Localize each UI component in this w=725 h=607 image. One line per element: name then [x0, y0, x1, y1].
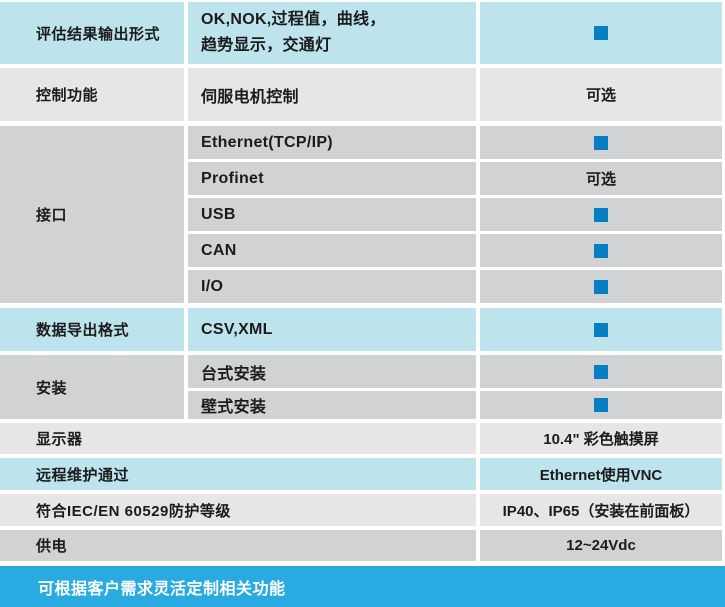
included-indicator-icon	[594, 135, 608, 150]
row-sub-label: 壁式安装	[188, 391, 476, 419]
spec-row-power: 供电 12~24Vdc	[0, 530, 722, 561]
row-value	[480, 391, 722, 419]
interface-row-profinet: Profinet 可选	[188, 162, 722, 195]
eval-output-line1: OK,NOK,过程值，曲线，	[201, 11, 386, 28]
row-value	[480, 198, 722, 231]
row-value: Ethernet使用VNC	[480, 458, 722, 490]
row-sub-label: CSV,XML	[188, 308, 476, 351]
included-indicator-icon	[594, 322, 608, 337]
included-indicator-icon	[594, 279, 608, 294]
interface-row-usb: USB	[188, 198, 722, 231]
interface-row-can: CAN	[188, 234, 722, 267]
row-label: 评估结果输出形式	[0, 2, 184, 64]
included-indicator-icon	[594, 26, 608, 40]
interface-row-io: I/O	[188, 270, 722, 303]
row-value: 可选	[480, 68, 722, 121]
row-value	[480, 308, 722, 351]
install-row-wall: 壁式安装	[188, 391, 722, 419]
eval-output-line2: 趋势显示，交通灯	[201, 37, 332, 54]
row-value: 10.4" 彩色触摸屏	[480, 423, 722, 454]
included-indicator-icon	[594, 243, 608, 258]
install-row-desktop: 台式安装	[188, 355, 722, 388]
row-value: 12~24Vdc	[480, 530, 722, 561]
spec-row-display: 显示器 10.4" 彩色触摸屏	[0, 423, 722, 454]
spec-row-export: 数据导出格式 CSV,XML	[0, 308, 722, 351]
row-sub-label: 伺服电机控制	[188, 68, 476, 121]
spec-row-remote-maintenance: 远程维护通过 Ethernet使用VNC	[0, 458, 722, 490]
included-indicator-icon	[594, 207, 608, 222]
row-label: 显示器	[0, 423, 476, 454]
spec-section-install: 安装 台式安装 壁式安装	[0, 355, 722, 419]
row-value	[480, 126, 722, 159]
row-value	[480, 270, 722, 303]
interface-row-ethernet: Ethernet(TCP/IP)	[188, 126, 722, 159]
row-label: 接口	[0, 126, 184, 303]
install-subrows: 台式安装 壁式安装	[188, 355, 722, 419]
row-sub-label: Ethernet(TCP/IP)	[188, 126, 476, 159]
spec-row-protection-rating: 符合IEC/EN 60529防护等级 IP40、IP65（安装在前面板）	[0, 494, 722, 526]
row-label: 远程维护通过	[0, 458, 476, 490]
row-sub-label: CAN	[188, 234, 476, 267]
row-sub-label: 台式安装	[188, 355, 476, 388]
included-indicator-icon	[594, 398, 608, 412]
row-value	[480, 2, 722, 64]
row-sub-label: Profinet	[188, 162, 476, 195]
footer-note-text: 可根据客户需求灵活定制相关功能	[38, 580, 286, 598]
footer-note-bar: 可根据客户需求灵活定制相关功能	[0, 566, 725, 607]
row-label: 数据导出格式	[0, 308, 184, 351]
row-value: 可选	[480, 162, 722, 195]
spec-section-interface: 接口 Ethernet(TCP/IP) Profinet 可选 USB CAN	[0, 126, 722, 303]
row-label: 供电	[0, 530, 476, 561]
row-sub-label: OK,NOK,过程值，曲线， 趋势显示，交通灯	[188, 2, 476, 64]
included-indicator-icon	[594, 364, 608, 379]
row-sub-label: USB	[188, 198, 476, 231]
row-label: 符合IEC/EN 60529防护等级	[0, 494, 476, 526]
spec-row-control: 控制功能 伺服电机控制 可选	[0, 68, 722, 121]
row-value: IP40、IP65（安装在前面板）	[480, 494, 722, 526]
row-value	[480, 355, 722, 388]
row-sub-label: I/O	[188, 270, 476, 303]
row-label: 控制功能	[0, 68, 184, 121]
spec-row-eval-output: 评估结果输出形式 OK,NOK,过程值，曲线， 趋势显示，交通灯	[0, 2, 722, 64]
row-label: 安装	[0, 355, 184, 419]
interface-subrows: Ethernet(TCP/IP) Profinet 可选 USB CAN	[188, 126, 722, 303]
row-value	[480, 234, 722, 267]
